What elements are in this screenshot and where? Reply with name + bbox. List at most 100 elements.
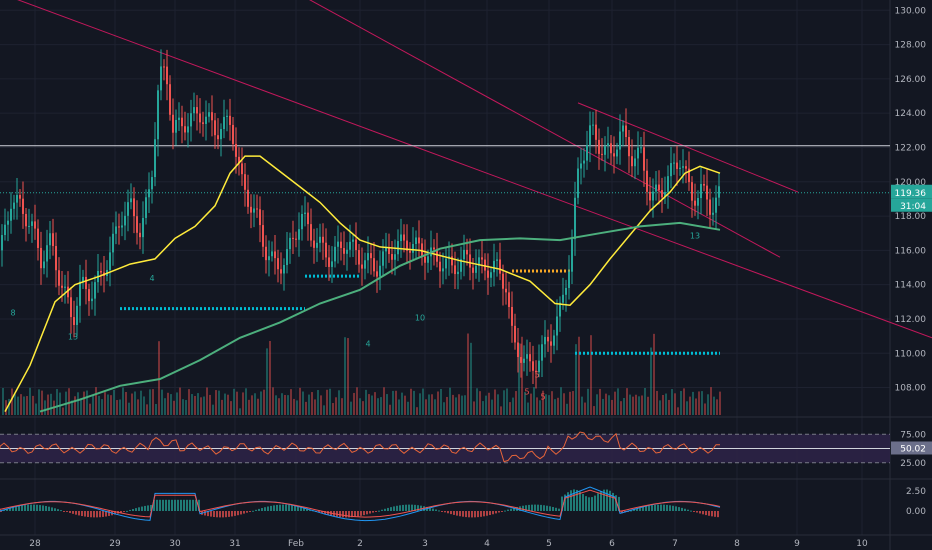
macd-histogram-bar <box>363 511 365 516</box>
volume-bar <box>710 387 712 415</box>
candle-body <box>631 156 633 167</box>
macd-histogram-bar <box>270 505 272 511</box>
candle-body <box>382 251 384 266</box>
volume-bar <box>119 399 121 415</box>
channel-upper-line <box>577 102 799 193</box>
candle-body <box>94 282 96 299</box>
price-candles <box>1 49 720 389</box>
candle-body <box>433 247 435 250</box>
macd-histogram-bar <box>183 499 185 511</box>
macd-histogram-bar <box>585 496 587 511</box>
candle-body <box>349 241 351 250</box>
macd-histogram-bar <box>471 511 473 518</box>
macd-histogram-bar <box>417 505 419 511</box>
volume-bar <box>428 394 430 415</box>
macd-histogram-bar <box>702 511 704 515</box>
volume-bar <box>425 399 427 415</box>
macd-histogram-bar <box>60 510 62 512</box>
volume-bar <box>545 394 547 415</box>
volume-bar <box>257 398 259 415</box>
macd-histogram-bar <box>54 508 56 511</box>
macd-histogram-bar <box>486 511 488 516</box>
volume-bar <box>479 391 481 415</box>
candle-body <box>334 246 336 262</box>
volume-bar <box>140 390 142 415</box>
volume-bar <box>44 400 46 415</box>
candle-body <box>37 228 39 248</box>
macd-histogram-bar <box>600 491 602 511</box>
volume-bar <box>236 391 238 415</box>
candle-body <box>1 235 3 251</box>
volume-bar <box>638 396 640 415</box>
macd-histogram-bar <box>291 505 293 511</box>
macd-histogram-bar <box>708 511 710 516</box>
macd-histogram-bar <box>468 511 470 518</box>
candle-body <box>202 122 204 124</box>
candle-body <box>685 166 687 169</box>
last-price-tag <box>891 184 932 199</box>
macd-histogram-bar <box>438 510 440 512</box>
volume-bar <box>128 402 130 415</box>
macd-histogram-bar <box>231 511 233 517</box>
volume-bar <box>692 391 694 415</box>
volume-bar <box>380 397 382 415</box>
macd-histogram-bar <box>354 511 356 517</box>
volume-bar <box>575 344 577 415</box>
candle-body <box>49 233 51 246</box>
slow-ma <box>39 221 721 413</box>
volume-bar <box>170 394 172 415</box>
macd-histogram-bar <box>639 507 641 511</box>
macd-histogram-bar <box>714 511 716 517</box>
volume-bar <box>185 400 187 415</box>
candle-body <box>502 273 504 289</box>
time-tick-label: 29 <box>109 539 121 549</box>
candle-body <box>643 147 645 171</box>
candle-body <box>277 258 279 270</box>
macd-histogram-bar <box>12 507 14 511</box>
price-tick-label: 120.00 <box>895 178 927 188</box>
macd-histogram-bar <box>498 511 500 513</box>
volume-bar <box>503 390 505 415</box>
volume-bar <box>473 401 475 415</box>
macd-histogram-bar <box>432 508 434 511</box>
candle-body <box>568 271 570 288</box>
macd-histogram-bar <box>615 495 617 511</box>
candle-body <box>637 147 639 159</box>
volume-bar <box>329 388 331 415</box>
macd-histogram-bar <box>261 508 263 511</box>
candle-body <box>670 163 672 177</box>
countdown-label: 31:04 <box>900 202 926 212</box>
candle-body <box>583 160 585 164</box>
volume-bar <box>116 400 118 415</box>
candle-body <box>508 292 510 307</box>
candle-body <box>70 297 72 318</box>
macd-histogram-bar <box>294 505 296 511</box>
candle-body <box>229 115 231 125</box>
volume-bar <box>29 387 31 415</box>
candle-body <box>658 184 660 191</box>
candle-body <box>589 125 591 145</box>
td-count-label: 5 <box>524 387 529 396</box>
candle-body <box>136 216 138 233</box>
macd-histogram-bar <box>384 508 386 511</box>
macd-histogram-bar <box>642 506 644 511</box>
volume-bar <box>2 387 4 415</box>
candle-body <box>712 212 714 215</box>
volume-bar <box>26 396 28 415</box>
volume-bar <box>635 394 637 415</box>
price-axis[interactable]: 108.00 110.00 112.00 114.00 116.00 118.00 120.… <box>891 6 932 517</box>
time-axis[interactable]: 28 29 30 31 Feb 2 3 4 5 6 7 8 9 10 <box>29 539 868 549</box>
volume-bar <box>551 391 553 415</box>
candle-body <box>694 200 696 206</box>
macd-histogram-bar <box>126 510 128 512</box>
macd-histogram-bar <box>105 511 107 517</box>
macd-histogram-bar <box>324 511 326 515</box>
macd-histogram-bar <box>249 511 251 512</box>
td-count-label: 5 <box>534 370 539 379</box>
volume-bar <box>182 399 184 415</box>
candle-body <box>706 185 708 200</box>
macd-histogram-bar <box>300 506 302 511</box>
time-tick-label: 6 <box>609 539 615 549</box>
volume-bar <box>113 389 115 415</box>
candle-body <box>421 243 423 257</box>
